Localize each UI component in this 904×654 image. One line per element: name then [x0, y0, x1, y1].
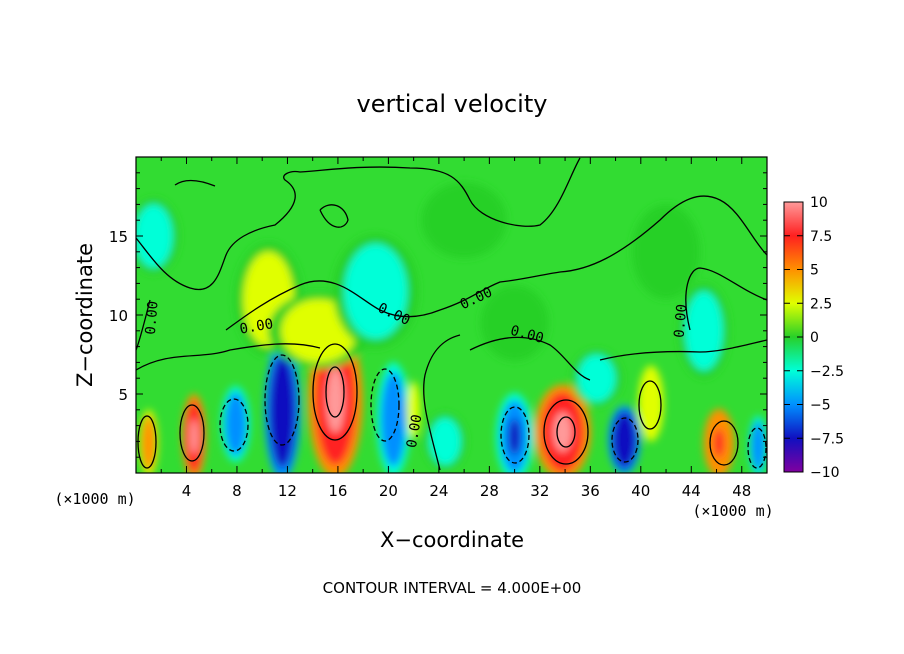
y-axis: 5 10 15	[109, 172, 767, 458]
field-cell	[224, 392, 247, 456]
field-cell	[141, 415, 156, 471]
field-cell-core	[326, 367, 345, 433]
y-tick-label: 10	[109, 307, 128, 325]
x-tick-label: 48	[732, 482, 751, 500]
x-tick-label: 32	[530, 482, 549, 500]
field-cell	[751, 420, 766, 472]
contour-label: 0.00	[238, 316, 274, 338]
y-tick-label: 5	[118, 386, 128, 404]
field-cell-core	[713, 428, 725, 458]
colorbar-tick-label: −7.5	[810, 431, 844, 447]
colorbar-tick-label: 0	[810, 330, 819, 346]
chart-title: vertical velocity	[357, 90, 548, 118]
field-cell-core	[508, 418, 521, 455]
colorbar-tick-label: 5	[810, 263, 819, 279]
x-tick-label: 12	[278, 482, 297, 500]
x-axis: 4 8 12 16 20 24 28 32 36 40 44 48	[160, 157, 751, 500]
x-tick-label: 8	[232, 482, 242, 500]
field-cell	[380, 371, 407, 467]
field-cell-core	[618, 425, 630, 455]
contour-label: 0.00	[143, 300, 162, 335]
colorbar-tick-label: 2.5	[810, 296, 832, 312]
x-unit-right: (×1000 m)	[692, 502, 773, 520]
field-cell	[432, 188, 496, 252]
x-tick-label: 20	[379, 482, 398, 500]
colorbar-tick-label: −10	[810, 465, 840, 481]
colorbar-tick-label: 7.5	[810, 229, 832, 245]
colorbar-tick-label: −5	[810, 398, 831, 414]
x-tick-label: 16	[328, 482, 347, 500]
contour-label: 0.00	[404, 413, 426, 449]
colorbar-tick-label: −2.5	[810, 364, 844, 380]
x-tick-label: 36	[581, 482, 600, 500]
contour-label: 0.00	[672, 303, 691, 338]
colorbar-ticks: 10 7.5 5 2.5 0 −2.5 −5 −7.5 −10	[784, 195, 844, 481]
contour-lines	[136, 157, 767, 471]
y-tick-label: 15	[109, 228, 128, 246]
y-axis-title: Z−coordinate	[73, 243, 97, 387]
field-cell-core	[190, 418, 199, 455]
x-tick-label: 28	[480, 482, 499, 500]
x-tick-label: 4	[182, 482, 192, 500]
field-cell	[136, 204, 173, 268]
field-cell	[640, 212, 692, 292]
x-axis-title: X−coordinate	[380, 528, 524, 552]
colorbar-tick-label: 10	[810, 195, 828, 211]
field-cell	[684, 291, 723, 371]
field-cell-core	[553, 412, 572, 452]
field-cell	[408, 386, 419, 434]
field-cell	[429, 417, 461, 466]
x-tick-label: 40	[631, 482, 650, 500]
x-unit-left: (×1000 m)	[54, 490, 135, 508]
x-tick-label: 44	[682, 482, 701, 500]
x-tick-label: 24	[429, 482, 448, 500]
contour-interval-note: CONTOUR INTERVAL = 4.000E+00	[323, 579, 582, 597]
field-cell-core	[276, 382, 289, 440]
field-cell	[577, 354, 616, 402]
field-cell	[641, 371, 661, 436]
